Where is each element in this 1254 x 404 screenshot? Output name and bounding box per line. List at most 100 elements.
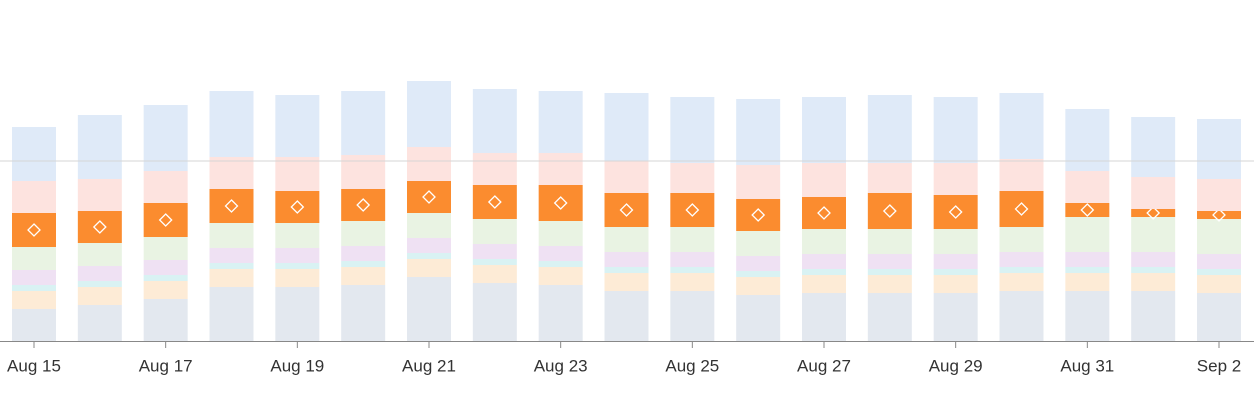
bar-segment [77,179,122,211]
bar-segment [275,248,320,263]
highlighted-segment [670,193,715,227]
bar-segment [538,153,583,185]
marker [619,203,634,217]
x-tick-label: Aug 31 [1060,356,1114,375]
bar-segment [933,97,978,163]
bar-segment [209,263,254,269]
highlighted-segment [1197,211,1241,219]
bar-segment [1197,119,1241,179]
bar-segment [999,159,1044,191]
bar-segment [472,219,517,244]
bar-segment [933,229,978,254]
bar-segment [1065,291,1110,341]
bar-segment [77,115,122,179]
bar-segment [407,277,451,341]
bar-segment [604,161,649,193]
bar-segment [736,277,781,295]
bar-segment [407,81,451,147]
bar-segment [538,285,583,341]
marker [224,199,239,213]
bar-segment [12,309,56,341]
bar-segment [604,291,649,341]
bar-segment [1131,177,1176,209]
marker [487,195,502,209]
bar-segment [407,213,451,238]
bar-segment [802,163,846,197]
bar-segment [77,287,122,305]
bar-segment [670,163,715,193]
highlighted-segment [407,181,451,213]
bar-segment [736,231,781,256]
bar-segment [472,244,517,259]
bar-segment [1065,109,1110,171]
highlighted-segment [275,191,320,223]
highlighted-segment [538,185,583,221]
bar-segment [143,171,188,203]
bar-segment [999,93,1044,159]
bar-segment [1131,273,1176,291]
bar-segment [1131,291,1176,341]
highlighted-segment [12,213,56,247]
highlighted-segment [736,199,781,231]
bar-segment [77,281,122,287]
bar-segment [802,229,846,254]
bar-segment [802,254,846,269]
bar-segment [867,254,912,269]
bar-segment [1197,269,1241,275]
bar-segment [933,269,978,275]
bar-segment [999,252,1044,267]
bar-segment [341,221,386,246]
bar-segment [1065,171,1110,203]
bar-segment [472,283,517,341]
x-tick-label: Aug 27 [797,356,851,375]
bar-segment [1065,273,1110,291]
bar-segment [143,281,188,299]
bar-segment [1131,267,1176,273]
x-tick-label: Aug 21 [402,356,456,375]
marker [1014,202,1029,216]
bar-segment [77,305,122,341]
bar-segment [604,227,649,252]
bar-segment [77,266,122,281]
x-tick-label: Aug 23 [534,356,588,375]
highlighted-segment [472,185,517,219]
bar-segment [209,91,254,157]
highlighted-segment [999,191,1044,227]
bar-segment [1197,219,1241,254]
bar-segment [1131,117,1176,177]
bar-segment [604,252,649,267]
bar-segment [670,252,715,267]
bar-segment [933,254,978,269]
bar-segment [867,95,912,163]
bar-segment [1197,179,1241,211]
bar-segment [77,243,122,266]
marker [553,196,568,210]
bar-segment [1197,275,1241,293]
highlighted-segment [143,203,188,237]
bar-segment [538,246,583,261]
bar-segment [275,263,320,269]
bar-segment [12,285,56,291]
marker [882,204,897,218]
highlighted-segment [209,189,254,223]
bar-segment [867,269,912,275]
bar-segment [802,269,846,275]
bar-segment [933,163,978,195]
marker [290,200,305,214]
x-tick-label: Aug 19 [270,356,324,375]
bar-segment [341,155,386,189]
marker [685,203,700,217]
bar-segment [407,238,451,253]
bar-segment [341,261,386,267]
bar-segment [867,229,912,254]
bar-segment [802,275,846,293]
bar-segment [341,267,386,285]
bar-segment [275,287,320,341]
bar-segment [1197,293,1241,341]
bar-segment [670,267,715,273]
bar-segment [407,147,451,181]
bar-segment [12,181,56,213]
bar-segment [867,275,912,293]
bar-segment [538,91,583,153]
highlighted-segment [341,189,386,221]
